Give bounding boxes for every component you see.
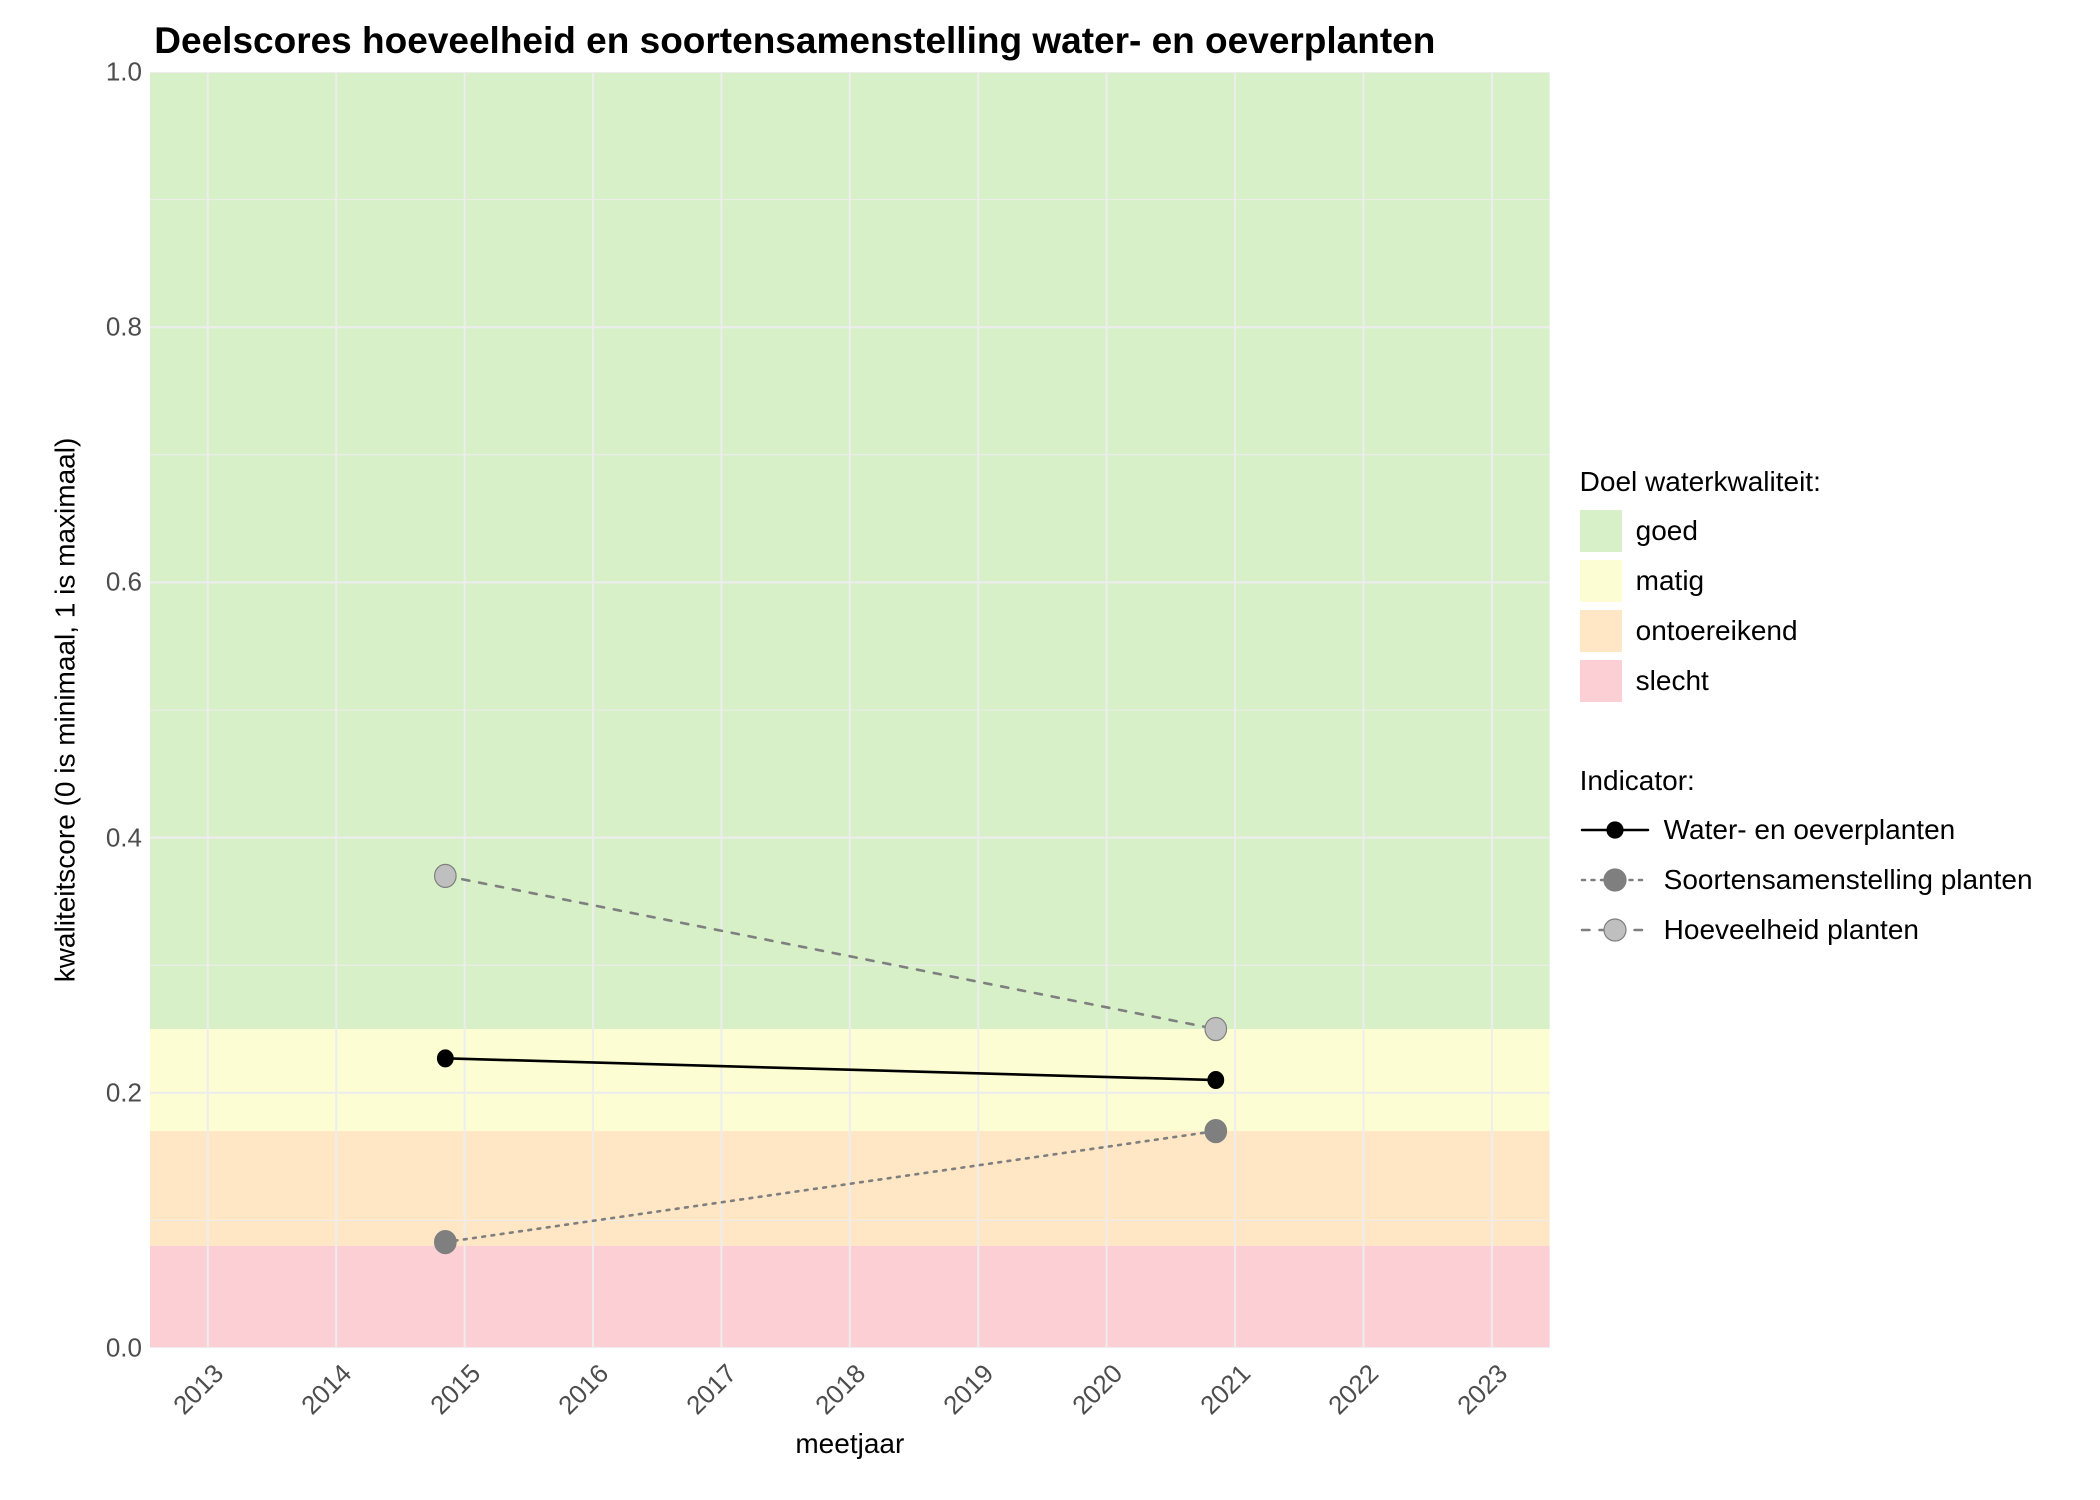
x-tick-label: 2023 [1451, 1358, 1514, 1421]
plot-row: kwaliteitscore (0 is minimaal, 1 is maxi… [40, 72, 1550, 1348]
legend-indicator-items: Water- en oeverplanten Soortensamenstelli… [1580, 809, 2060, 951]
x-tick-label: 2019 [937, 1358, 1000, 1421]
x-axis-ticks: 2013 2014 2015 2016 2017 2018 2019 2020 2021 2022… [150, 1348, 1550, 1428]
legend-swatch [1580, 560, 1622, 602]
x-axis-row: 2013 2014 2015 2016 2017 2018 2019 2020 2021 2022… [40, 1348, 1550, 1460]
y-tick-label: 1.0 [106, 57, 142, 88]
legend-quality-title: Doel waterkwaliteit: [1580, 466, 2060, 498]
y-axis-label: kwaliteitscore (0 is minimaal, 1 is maxi… [49, 438, 81, 983]
series-marker [1205, 1017, 1227, 1040]
legend-label: Water- en oeverplanten [1664, 814, 1956, 846]
y-axis-ticks: 0.00.20.40.60.81.0 [90, 72, 150, 1348]
y-tick-label: 0.6 [106, 567, 142, 598]
legend-indicator-item: Water- en oeverplanten [1580, 809, 2060, 851]
legend-swatch [1580, 510, 1622, 552]
x-tick-label: 2013 [167, 1358, 230, 1421]
chart-svg [150, 72, 1550, 1348]
plot-area [150, 72, 1550, 1348]
chart-column: Deelscores hoeveelheid en soortensamenst… [40, 20, 1550, 1460]
legend-indicator-block: Indicator: Water- en oeverplanten Soorten… [1580, 765, 2060, 959]
legend-indicator-item: Soortensamenstelling planten [1580, 859, 2060, 901]
series-marker [1205, 1120, 1227, 1143]
series-marker [435, 1231, 457, 1254]
legend-quality-item: matig [1580, 560, 2060, 602]
y-tick-label: 0.2 [106, 1077, 142, 1108]
y-axis-label-wrap: kwaliteitscore (0 is minimaal, 1 is maxi… [40, 72, 90, 1348]
legend-quality-item: slecht [1580, 660, 2060, 702]
x-tick-label: 2017 [681, 1358, 744, 1421]
legend-swatch [1580, 660, 1622, 702]
legend-label: slecht [1636, 665, 1709, 697]
x-tick-label: 2022 [1323, 1358, 1386, 1421]
legend-label: Hoeveelheid planten [1664, 914, 1919, 946]
legend-label: matig [1636, 565, 1704, 597]
legend-column: Doel waterkwaliteit: goed matig ontoereike… [1550, 20, 2060, 1460]
legend-line-swatch [1580, 809, 1650, 851]
y-tick-label: 0.4 [106, 822, 142, 853]
series-marker [1208, 1072, 1224, 1089]
legend-label: goed [1636, 515, 1698, 547]
x-tick-label: 2021 [1194, 1358, 1257, 1421]
legend-line-swatch [1580, 859, 1650, 901]
series-marker [438, 1050, 454, 1067]
x-tick-label: 2020 [1066, 1358, 1129, 1421]
chart-title: Deelscores hoeveelheid en soortensamenst… [40, 20, 1550, 62]
legend-label: Soortensamenstelling planten [1664, 864, 2033, 896]
legend-quality-block: Doel waterkwaliteit: goed matig ontoereike… [1580, 466, 2060, 710]
series-marker [435, 864, 457, 887]
legend-indicator-item: Hoeveelheid planten [1580, 909, 2060, 951]
x-axis-label: meetjaar [150, 1428, 1550, 1460]
x-tick-label: 2016 [552, 1358, 615, 1421]
legend-quality-item: goed [1580, 510, 2060, 552]
legend-indicator-title: Indicator: [1580, 765, 2060, 797]
y-tick-label: 0.0 [106, 1333, 142, 1364]
legend-label: ontoereikend [1636, 615, 1798, 647]
legend-line-swatch [1580, 909, 1650, 951]
legend-quality-item: ontoereikend [1580, 610, 2060, 652]
legend-quality-items: goed matig ontoereikend slecht [1580, 510, 2060, 702]
y-tick-label: 0.8 [106, 312, 142, 343]
x-tick-label: 2015 [424, 1358, 487, 1421]
legend-swatch [1580, 610, 1622, 652]
x-tick-label: 2014 [295, 1358, 358, 1421]
figure-container: Deelscores hoeveelheid en soortensamenst… [0, 0, 2100, 1500]
x-tick-label: 2018 [809, 1358, 872, 1421]
